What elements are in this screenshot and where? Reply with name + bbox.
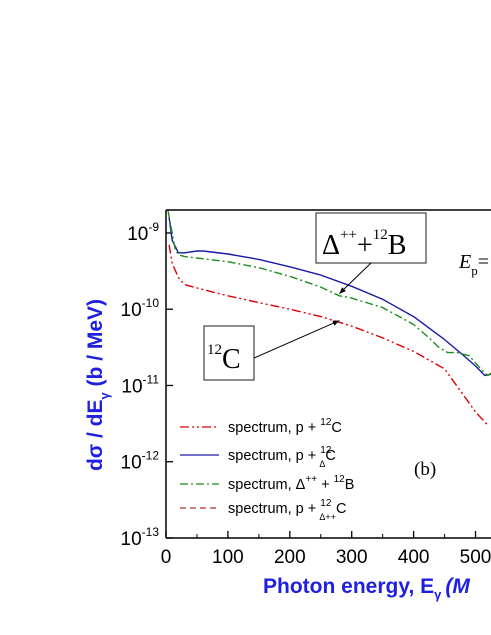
annotation-text: Δ+++12B — [322, 227, 406, 261]
series-line-2 — [167, 210, 491, 377]
x-axis-title: Photon energy, Eγ (M — [263, 575, 470, 602]
energy-label: Ep= — [458, 251, 489, 278]
x-tick-label: 400 — [398, 547, 430, 568]
panel-label: (b) — [414, 459, 436, 480]
annotation-arrowhead — [339, 287, 346, 294]
annotation-box — [203, 325, 255, 381]
annotation-carbon: 12C — [203, 325, 255, 381]
annotation-text: 12C — [207, 342, 241, 375]
series-line-1 — [168, 217, 491, 377]
y-tick-label: 10-9 — [127, 220, 159, 245]
y-tick-label: 10-10 — [121, 296, 160, 321]
x-tick-label: 100 — [212, 547, 244, 568]
annotation-arrow — [338, 262, 372, 295]
y-tick-label: 10-13 — [121, 525, 160, 550]
legend-label: spectrum, p + 12 Δ++C — [228, 498, 346, 522]
x-tick-label: 0 — [161, 547, 172, 568]
y-tick-label: 10-11 — [121, 372, 159, 397]
legend-label: spectrum, Δ++ + 12B — [228, 474, 354, 493]
y-axis-title: dσ / dEγ (b / MeV) — [84, 299, 112, 471]
x-tick-label: 500 — [460, 547, 491, 568]
x-tick-label: 200 — [274, 547, 306, 568]
annotation-arrow — [253, 320, 340, 359]
legend-label: spectrum, p + 12C — [228, 417, 342, 436]
annotation-delta-boron: Δ+++12B — [315, 212, 427, 264]
legend: spectrum, p + 12C spectrum, p + 12 ΔC spe… — [180, 417, 354, 522]
annotation-box — [315, 212, 427, 264]
annotation-arrowhead — [332, 320, 340, 326]
legend-label: spectrum, p + 12 ΔC — [228, 445, 336, 469]
x-tick-label: 300 — [336, 547, 368, 568]
y-tick-label: 10-12 — [121, 449, 160, 474]
